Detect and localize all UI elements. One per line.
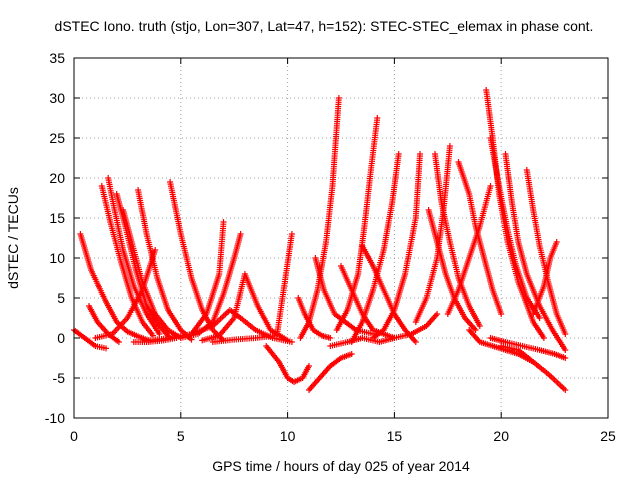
series-39 — [530, 239, 560, 317]
x-tick-label: 10 — [280, 428, 296, 444]
series-markers — [199, 271, 291, 344]
series-19 — [297, 95, 342, 341]
axis-ticks: 0 5 10 15 20 25 -10 -5 0 5 10 15 20 25 30 35 — [45, 50, 616, 444]
series-markers — [306, 351, 355, 393]
series-markers — [263, 343, 312, 385]
x-tick-label: 25 — [600, 428, 616, 444]
series-7 — [135, 187, 195, 343]
series-markers — [412, 143, 453, 325]
series-33 — [487, 135, 543, 321]
series-13 — [199, 271, 291, 344]
series-markers — [86, 303, 122, 345]
y-tick-label: 15 — [49, 210, 65, 226]
series-markers — [327, 311, 441, 349]
x-tick-label: 0 — [70, 428, 78, 444]
series-1 — [77, 231, 152, 344]
grid-lines — [74, 58, 608, 418]
series-markers — [188, 307, 295, 345]
series-markers — [530, 239, 560, 317]
series-21 — [333, 115, 381, 333]
series-4 — [105, 175, 163, 337]
series-markers — [209, 231, 295, 345]
x-tick-label: 5 — [177, 428, 185, 444]
series-markers — [487, 335, 569, 361]
y-tick-label: -10 — [45, 410, 65, 426]
series-29 — [412, 143, 453, 325]
series-38 — [487, 335, 569, 361]
series-26 — [327, 311, 441, 349]
plot-frame — [73, 57, 609, 419]
series-34 — [502, 151, 569, 353]
y-tick-label: 35 — [49, 50, 65, 66]
y-tick-label: 25 — [49, 130, 65, 146]
y-tick-label: 10 — [49, 250, 65, 266]
series-35 — [523, 167, 569, 337]
y-tick-label: -5 — [53, 370, 66, 386]
series-2 — [86, 303, 122, 345]
series-16 — [263, 343, 312, 385]
series-8 — [92, 247, 159, 341]
series-15 — [209, 231, 295, 345]
data-marks — [71, 87, 569, 393]
series-14 — [188, 307, 295, 345]
series-18 — [306, 351, 355, 393]
x-axis-label: GPS time / hours of day 025 of year 2014 — [212, 458, 470, 474]
y-tick-label: 20 — [49, 170, 65, 186]
x-tick-label: 20 — [493, 428, 509, 444]
series-31 — [444, 183, 494, 317]
y-tick-label: 30 — [49, 90, 65, 106]
chart-title: dSTEC Iono. truth (stjo, Lon=307, Lat=47… — [55, 18, 594, 34]
x-tick-label: 15 — [387, 428, 403, 444]
series-markers — [502, 151, 569, 353]
y-tick-label: 0 — [57, 330, 65, 346]
series-markers — [297, 95, 342, 341]
series-37 — [498, 343, 569, 393]
y-axis-label: dSTEC / TECUs — [5, 187, 21, 289]
y-tick-label: 5 — [57, 290, 65, 306]
series-markers — [487, 135, 543, 321]
series-markers — [167, 179, 227, 344]
series-10 — [167, 179, 227, 344]
